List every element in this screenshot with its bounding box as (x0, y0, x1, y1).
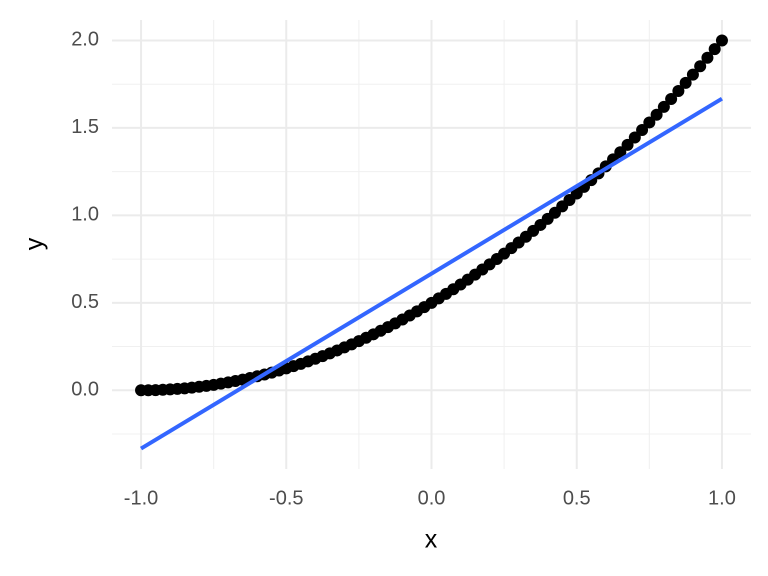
point (657, 100, 670, 113)
point (643, 116, 656, 129)
point (701, 51, 714, 64)
point (665, 93, 678, 106)
point (650, 108, 663, 121)
point (708, 43, 721, 56)
x-axis-label: x (425, 526, 438, 554)
point (686, 68, 699, 81)
point (636, 124, 649, 137)
point (715, 34, 728, 47)
x-tick-label: 0.0 (418, 487, 446, 509)
point (672, 84, 685, 97)
point (614, 146, 627, 159)
y-tick-label: 2.0 (71, 29, 99, 51)
y-tick-label: 1.5 (71, 116, 99, 138)
x-tick-label: -0.5 (269, 487, 303, 509)
x-tick-label: -1.0 (124, 487, 158, 509)
x-tick-label: 0.5 (563, 487, 591, 509)
y-axis-label: y (21, 237, 49, 250)
point (694, 60, 707, 73)
point (679, 76, 692, 89)
y-tick-label: 1.0 (71, 204, 99, 226)
point (621, 138, 634, 151)
y-tick-label: 0.5 (71, 291, 99, 313)
point (628, 131, 641, 144)
x-tick-label: 1.0 (708, 487, 736, 509)
fit-line (140, 96, 723, 451)
y-tick-label: 0.0 (71, 379, 99, 401)
